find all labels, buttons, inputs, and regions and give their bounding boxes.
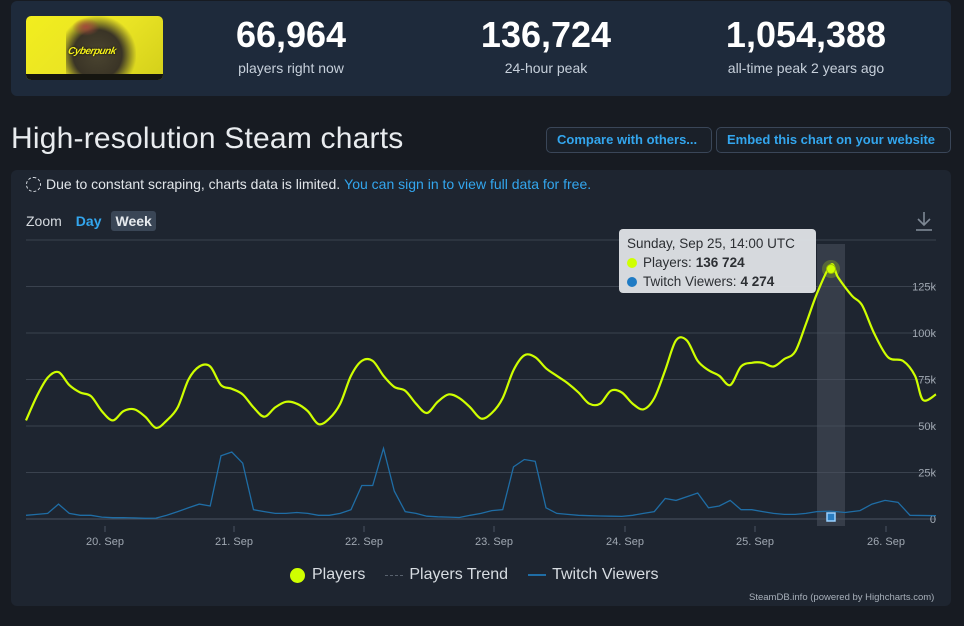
svg-text:25. Sep: 25. Sep: [736, 536, 774, 548]
zoom-week-button[interactable]: Week: [111, 211, 156, 231]
legend-item-players-trend[interactable]: Players Trend: [385, 566, 508, 584]
current-players-value: 66,964: [235, 14, 347, 55]
players-dot-icon: [627, 257, 637, 268]
chart-legend: Players Players Trend Twitch Viewers: [290, 566, 678, 584]
stat-all-time-peak: 1,054,388 all-time peak 2 years ago: [701, 15, 911, 78]
twitch-legend-icon: [528, 574, 547, 576]
svg-text:50k: 50k: [918, 421, 936, 433]
legend-item-twitch[interactable]: Twitch Viewers: [528, 566, 658, 584]
page-title: High-resolution Steam charts: [11, 122, 404, 155]
legend-players-label: Players: [312, 566, 366, 583]
zoom-day-button[interactable]: Day: [75, 213, 102, 229]
sign-in-link[interactable]: You can sign in to view full data for fr…: [344, 176, 592, 192]
thumbnail-hair: [72, 18, 100, 36]
svg-text:100k: 100k: [912, 328, 936, 340]
svg-text:26. Sep: 26. Sep: [867, 536, 905, 548]
twitch-hover-marker[interactable]: [826, 512, 836, 522]
svg-text:24. Sep: 24. Sep: [606, 536, 644, 548]
players-line[interactable]: [24, 263, 937, 430]
svg-text:20. Sep: 20. Sep: [86, 536, 124, 548]
svg-text:21. Sep: 21. Sep: [215, 536, 253, 548]
tooltip-date: Sunday, Sep 25, 14:00 UTC: [627, 236, 795, 251]
peak-24h-label: 24-hour peak: [504, 60, 588, 76]
tooltip-twitch-label: Twitch Viewers:: [643, 274, 737, 289]
svg-text:25k: 25k: [918, 468, 936, 480]
legend-trend-label: Players Trend: [409, 566, 509, 583]
players-hover-marker[interactable]: [826, 264, 836, 274]
svg-text:125k: 125k: [912, 282, 936, 294]
game-thumbnail[interactable]: Cyberpunk: [26, 16, 163, 80]
twitch-dot-icon: [627, 276, 637, 287]
zoom-controls: Zoom Day Week: [26, 211, 162, 231]
data-limited-notice: Due to constant scraping, charts data is…: [26, 176, 591, 192]
notice-text: Due to constant scraping, charts data is…: [46, 176, 341, 192]
legend-twitch-label: Twitch Viewers: [552, 566, 659, 583]
tooltip-players-value: 136 724: [695, 255, 745, 270]
svg-text:23. Sep: 23. Sep: [475, 536, 513, 548]
hover-crosshair-band: [817, 244, 845, 526]
players-legend-icon: [290, 567, 305, 583]
chart-credits[interactable]: SteamDB.info (powered by Highcharts.com): [749, 592, 935, 603]
all-time-peak-value: 1,054,388: [725, 14, 887, 55]
x-axis-labels: 20. Sep 21. Sep 22. Sep 23. Sep 24. Sep 25. S…: [86, 526, 905, 548]
trend-legend-icon: [385, 574, 404, 576]
stat-current-players: 66,964 players right now: [221, 15, 361, 78]
y-axis-labels: 0 25k 50k 75k 100k 125k: [912, 282, 936, 527]
chart-tooltip: Sunday, Sep 25, 14:00 UTC Players: 136 7…: [619, 229, 816, 293]
embed-chart-button[interactable]: Embed this chart on your website: [716, 127, 951, 153]
zoom-label: Zoom: [26, 213, 62, 229]
all-time-peak-label: all-time peak 2 years ago: [727, 60, 885, 76]
legend-item-players[interactable]: Players: [290, 566, 365, 584]
svg-text:75k: 75k: [918, 375, 936, 387]
thumbnail-ground: [26, 74, 163, 80]
twitch-viewers-line[interactable]: [25, 445, 937, 519]
download-icon[interactable]: [914, 210, 934, 232]
tooltip-twitch-row: Twitch Viewers: 4 274: [627, 272, 808, 291]
player-chart[interactable]: 0 25k 50k 75k 100k 125k 20. Sep 21. Sep 22. Sep…: [0, 0, 964, 560]
stat-24h-peak: 136,724 24-hour peak: [466, 15, 626, 78]
svg-text:22. Sep: 22. Sep: [345, 536, 383, 548]
tooltip-players-row: Players: 136 724: [627, 253, 808, 272]
svg-text:0: 0: [930, 514, 936, 526]
tooltip-players-label: Players:: [643, 255, 692, 270]
stats-bar: Cyberpunk 66,964 players right now 136,7…: [11, 1, 951, 96]
compare-button[interactable]: Compare with others...: [546, 127, 712, 153]
tooltip-twitch-value: 4 274: [740, 274, 775, 289]
loading-spinner-icon: [26, 176, 41, 192]
peak-24h-value: 136,724: [480, 14, 612, 55]
current-players-label: players right now: [238, 60, 344, 76]
